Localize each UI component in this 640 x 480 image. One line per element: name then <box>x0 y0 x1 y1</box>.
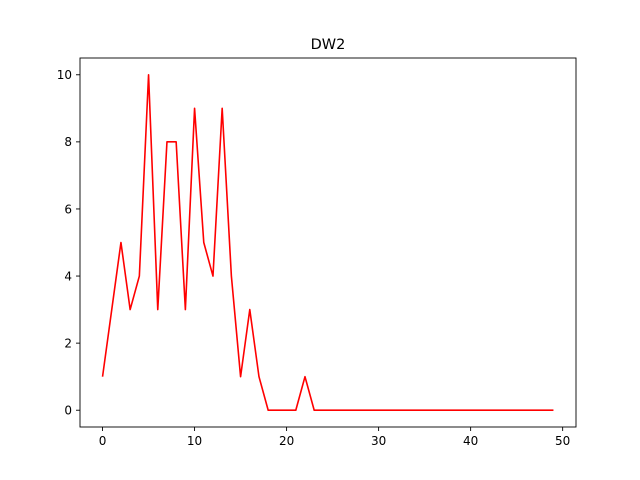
x-tick-label: 0 <box>99 434 107 448</box>
series-layer <box>101 73 554 412</box>
plot-frame <box>79 57 577 428</box>
y-tick-label: 2 <box>64 336 72 350</box>
x-tick-label: 20 <box>279 434 294 448</box>
x-tick-label: 40 <box>463 434 478 448</box>
x-tick-label: 10 <box>187 434 202 448</box>
y-tick-label: 4 <box>64 269 72 283</box>
y-tick-label: 0 <box>64 404 72 418</box>
axes-layer: 0 10 20 30 40 50 0 2 4 6 8 10 <box>57 57 577 448</box>
x-tick-label: 50 <box>555 434 570 448</box>
y-tick-label: 10 <box>57 68 72 82</box>
y-tick-label: 6 <box>64 202 72 216</box>
series-line-0 <box>101 73 554 412</box>
x-tick-label: 30 <box>371 434 386 448</box>
y-tick-label: 8 <box>64 135 72 149</box>
chart-title: DW2 <box>311 37 346 53</box>
